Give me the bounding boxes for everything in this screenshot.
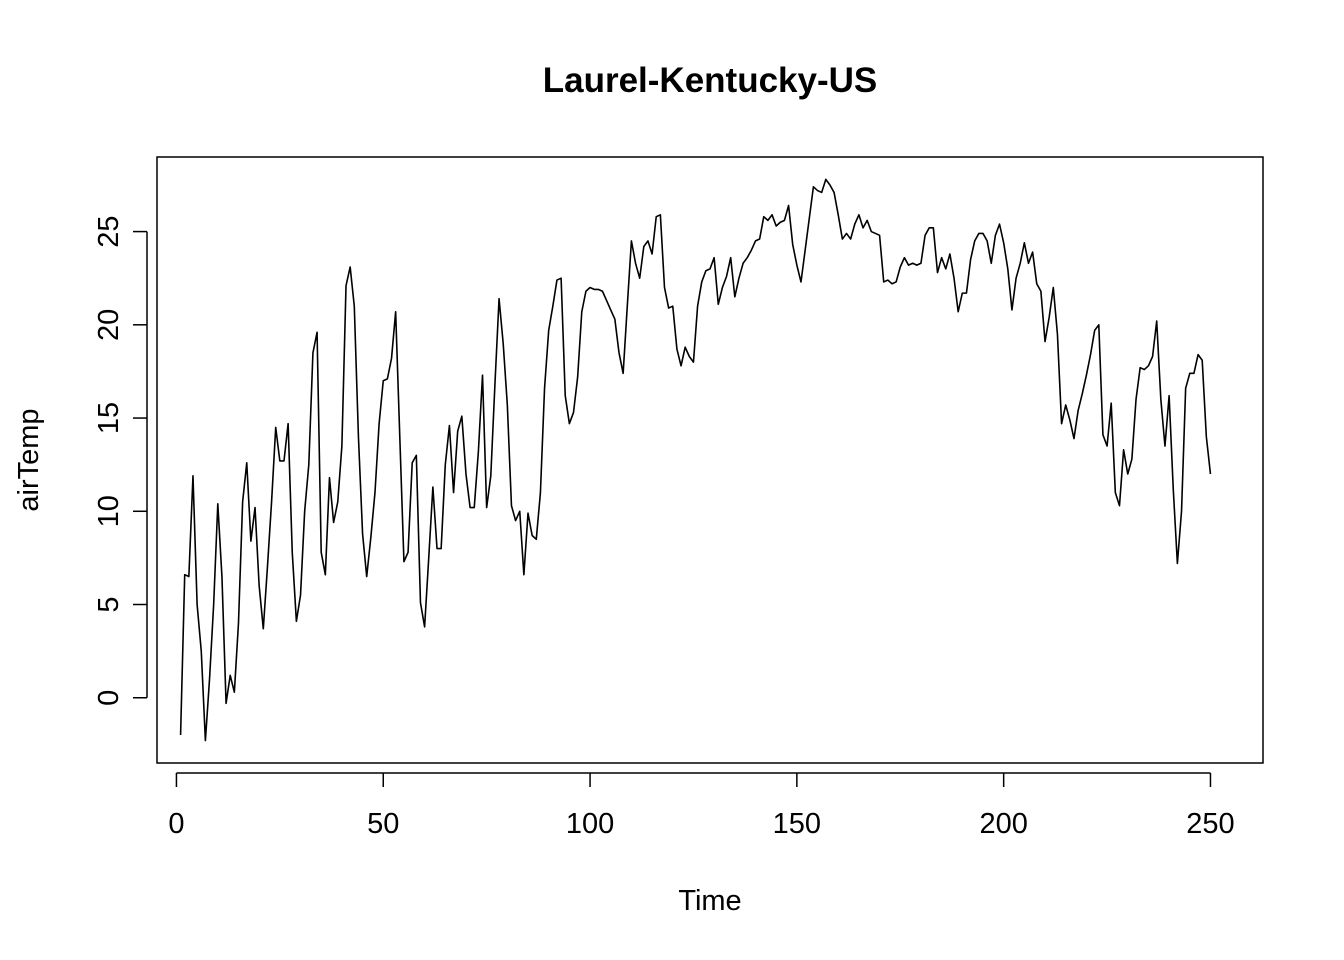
y-tick-label: 20 — [93, 309, 125, 341]
y-tick-label: 5 — [93, 596, 125, 612]
x-tick-label: 250 — [1186, 808, 1234, 840]
series-line-airtemp — [179, 178, 1212, 742]
y-axis-label: airTemp — [13, 408, 45, 511]
chart-title: Laurel-Kentucky-US — [543, 61, 878, 100]
y-tick-label: 15 — [93, 402, 125, 434]
x-axis: 0 50 100 150 200 250 — [168, 772, 1235, 840]
x-tick-label: 150 — [773, 808, 821, 840]
plot-frame — [156, 156, 1264, 764]
x-tick-label: 100 — [566, 808, 614, 840]
y-tick-label: 0 — [93, 690, 125, 706]
x-tick-label: 0 — [168, 808, 184, 840]
y-tick-label: 25 — [93, 215, 125, 247]
x-tick-label: 200 — [979, 808, 1027, 840]
y-tick-label: 10 — [93, 495, 125, 527]
x-tick-label: 50 — [367, 808, 399, 840]
y-axis: 0 5 10 15 20 25 — [93, 215, 148, 706]
x-axis-label: Time — [678, 885, 741, 917]
